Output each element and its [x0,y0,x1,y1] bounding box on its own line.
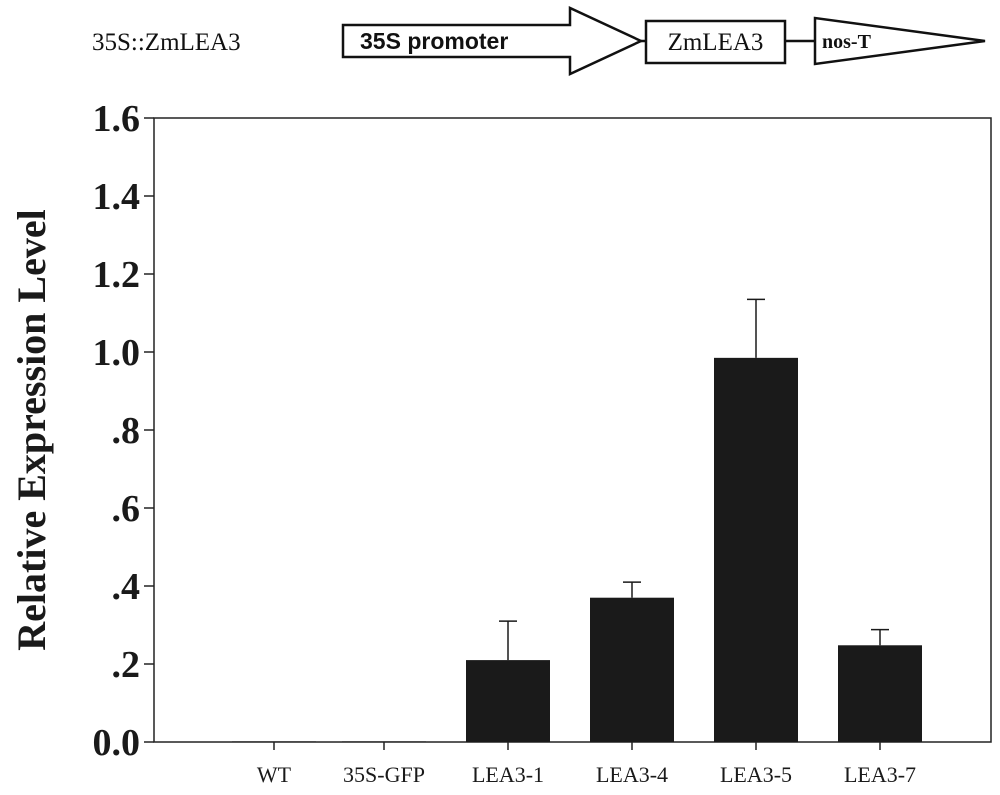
error-bars [499,298,889,661]
bar [590,597,674,742]
y-tick-label: 1.4 [93,176,141,218]
x-tick-label: LEA3-1 [472,762,544,787]
bar [466,660,550,742]
y-tick-label: 1.0 [93,332,141,374]
y-ticks: 0.0 .2 .4 .6 .8 1.0 1.2 1.4 1.6 [93,98,154,764]
bar [838,645,922,742]
promoter-arrow [341,6,644,76]
terminator-label: nos-T [822,31,872,53]
gene-label: ZmLEA3 [668,29,764,56]
bar-chart: Relative Expression Level 0.0 .2 .4 .6 .8 1.0… [9,98,992,787]
x-tick-label: LEA3-7 [844,762,916,787]
y-tick-label: .2 [112,644,141,686]
bar [342,741,426,742]
terminator-arrow [813,16,986,66]
x-ticks: WT 35S-GFP LEA3-1 LEA3-4 LEA3-5 LEA3-7 [257,742,916,787]
bar [232,741,316,742]
y-tick-label: 0.0 [93,722,141,764]
x-tick-label: LEA3-4 [596,762,668,787]
y-tick-label: 1.6 [93,98,141,140]
y-tick-label: 1.2 [93,254,141,296]
y-tick-label: .6 [112,488,141,530]
x-tick-label: WT [257,762,292,787]
bars [232,357,922,742]
gene-box [644,19,787,65]
y-tick-label: .4 [112,566,141,608]
y-axis-label: Relative Expression Level [9,209,54,650]
y-tick-label: .8 [112,410,141,452]
x-tick-label: 35S-GFP [343,762,425,787]
construct-diagram: 35S::ZmLEA3 35S promoter ZmLEA3 nos-T [92,6,986,76]
x-tick-label: LEA3-5 [720,762,792,787]
bar [714,357,798,742]
promoter-label: 35S promoter [360,28,508,54]
construct-label: 35S::ZmLEA3 [92,29,241,56]
